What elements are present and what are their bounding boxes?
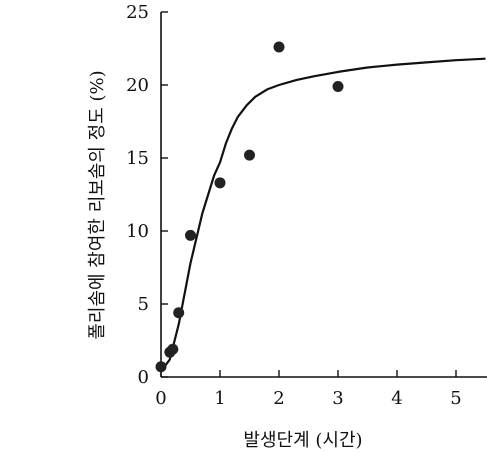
y-tick-label: 15 — [126, 148, 149, 169]
y-tick-label: 5 — [138, 294, 149, 315]
x-tick-label: 5 — [450, 388, 461, 409]
y-tick-label: 0 — [138, 367, 149, 388]
data-point — [167, 343, 179, 355]
data-point — [244, 149, 255, 161]
x-tick-label: 1 — [214, 388, 225, 409]
y-tick-label: 25 — [126, 2, 149, 23]
x-axis-label: 발생단계 (시간) — [243, 430, 362, 451]
data-point — [155, 361, 167, 373]
data-point — [185, 229, 196, 241]
data-point — [214, 177, 226, 189]
data-point — [273, 41, 285, 53]
y-tick-label: 20 — [126, 75, 149, 96]
y-tick-label: 10 — [126, 221, 149, 242]
x-tick-label: 2 — [273, 388, 284, 409]
data-point — [173, 307, 185, 319]
data-point — [332, 80, 344, 92]
fit-curve — [160, 57, 486, 372]
y-axis-label: 폴리솜에 참여한 리보솜의 정도 (%) — [87, 70, 108, 339]
x-tick-label: 3 — [332, 388, 343, 409]
plot-area: 0 5 10 15 20 25 0 1 2 3 4 5 — [126, 2, 487, 409]
x-tick-label: 4 — [391, 388, 402, 409]
x-tick-label: 0 — [155, 388, 166, 409]
